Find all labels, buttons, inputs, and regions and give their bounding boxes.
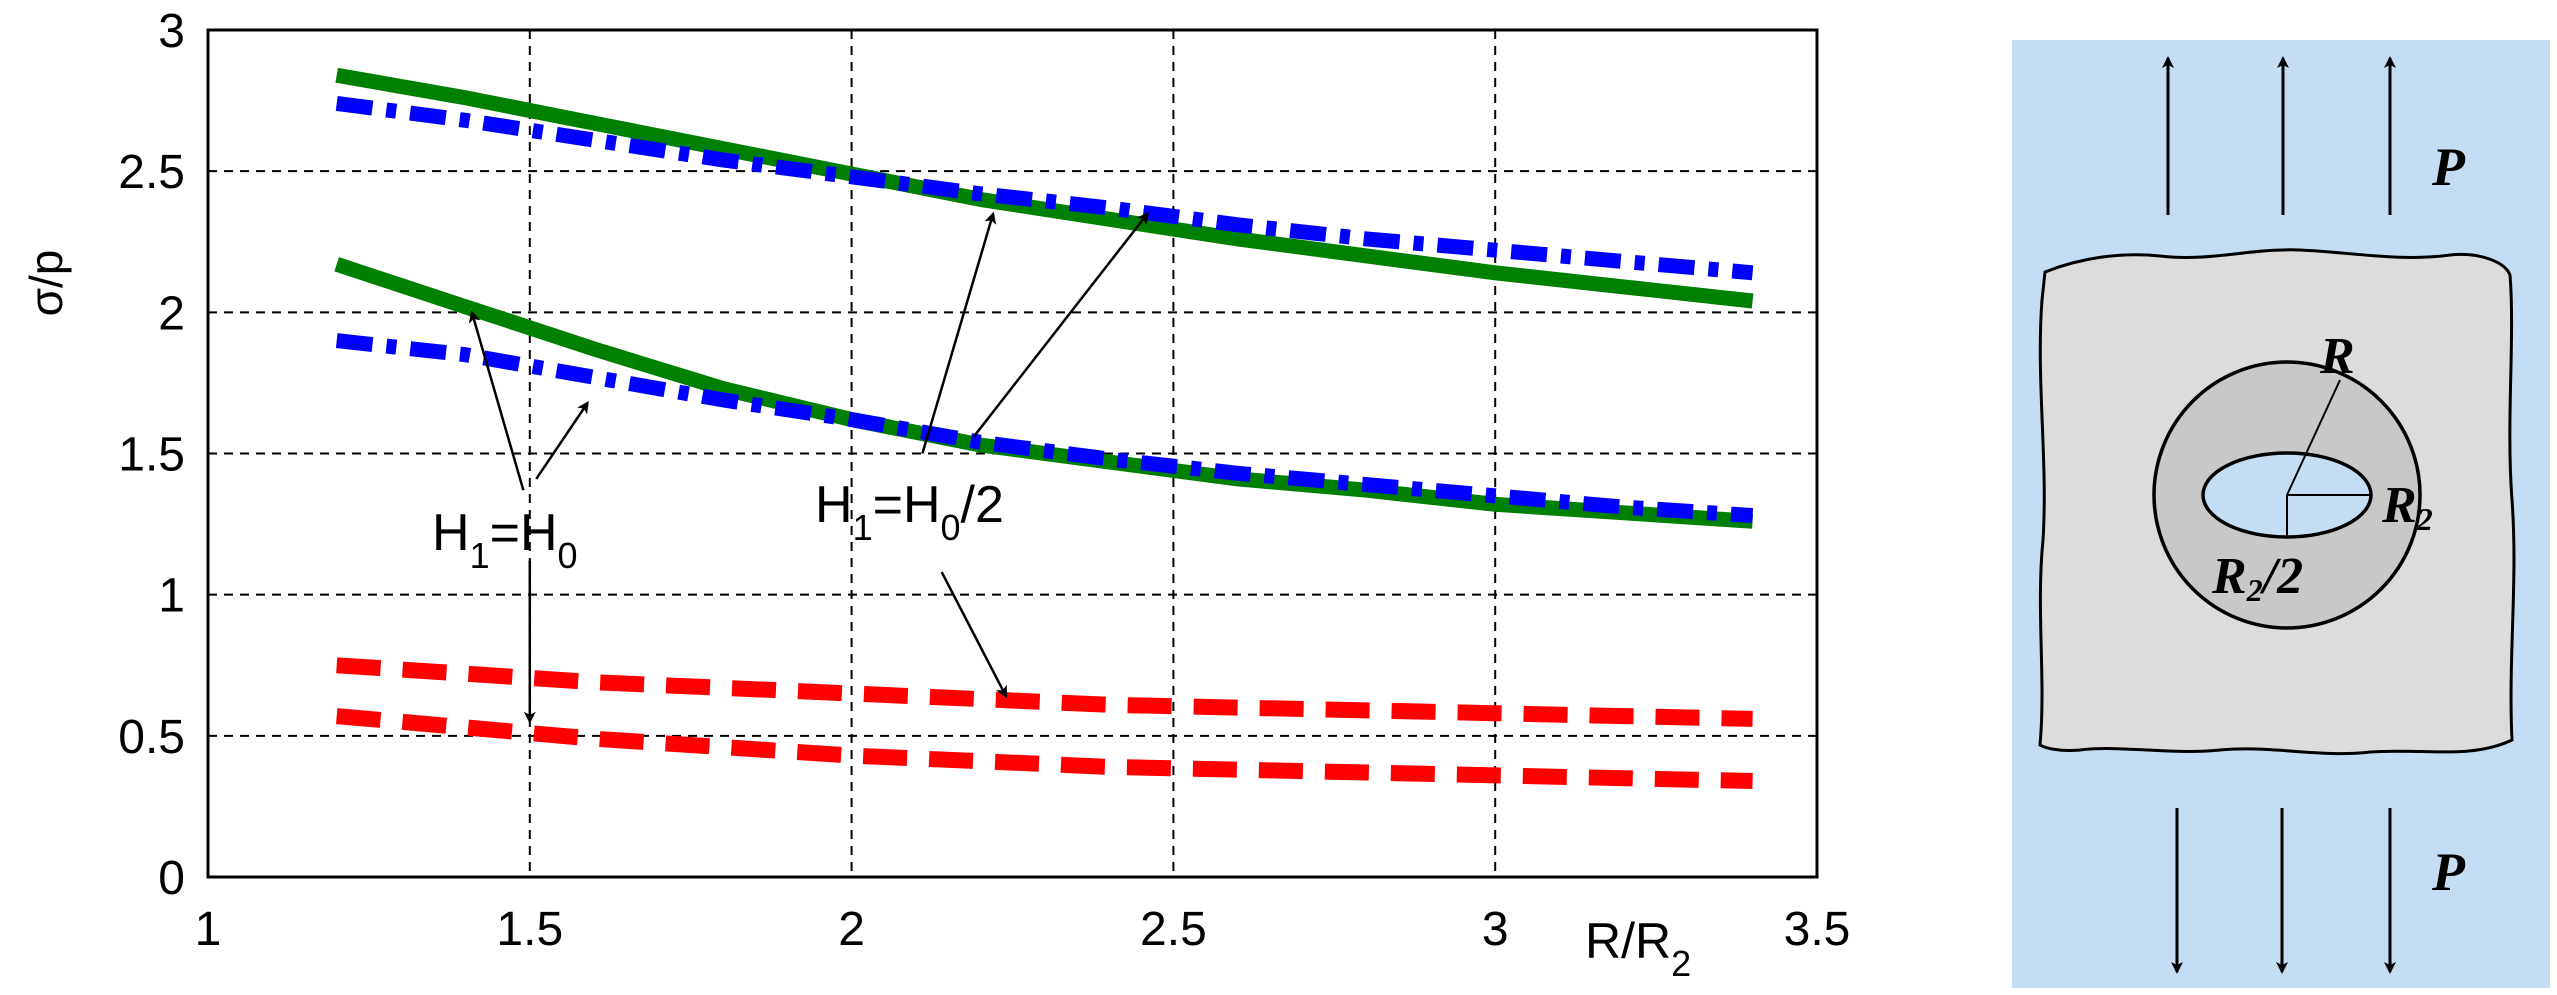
y-tick-label: 0 (158, 852, 185, 905)
annotation-arrow-4 (921, 211, 997, 454)
y-tick-label: 1 (158, 570, 185, 623)
half-radius-label-tail: /2 (2259, 548, 2303, 605)
outer-radius-label: R (2319, 328, 2355, 385)
annotation-arrow-1 (468, 310, 525, 491)
top-load-arrows (2162, 56, 2396, 215)
series-line-4 (335, 333, 1754, 524)
x-tick-labels: 1 1.5 2 2.5 3 3.5 (195, 903, 1851, 956)
bottom-load-label: P (2431, 842, 2466, 902)
y-axis-label: σ/p (20, 250, 72, 317)
y-tick-label: 2.5 (118, 146, 185, 199)
half-radius-label: R2/2 (2211, 548, 2303, 608)
y-tick-labels: 0 0.5 1 1.5 2 2.5 3 (118, 5, 185, 905)
bottom-load-arrows (2171, 808, 2396, 974)
annotation-2-mid: =H (873, 476, 941, 534)
half-radius-label-main: R (2211, 548, 2247, 605)
y-tick-label: 1.5 (118, 429, 185, 482)
series-line-5 (336, 657, 1753, 727)
x-tick-label: 2 (838, 903, 865, 956)
inner-radius-label-main: R (2381, 477, 2417, 534)
y-tick-label: 2 (158, 287, 185, 340)
top-load-label: P (2431, 137, 2466, 197)
series-line-2 (335, 95, 1754, 281)
annotation-arrow-2 (535, 401, 589, 480)
x-tick-label: 1.5 (496, 903, 563, 956)
x-tick-label: 3.5 (1784, 903, 1851, 956)
series-line-3 (334, 257, 1754, 529)
x-axis-label: R/R2 (1585, 913, 1691, 984)
y-tick-label: 0.5 (118, 711, 185, 764)
annotation-1-sub2: 0 (558, 535, 578, 576)
annotation-2-tail: /2 (961, 476, 1004, 534)
inner-radius-label-sub: 2 (2416, 501, 2433, 537)
annotation-2-sub2: 0 (941, 507, 961, 548)
x-tick-label: 2.5 (1140, 903, 1207, 956)
x-axis-label-main: R/R (1585, 913, 1671, 969)
x-tick-label: 3 (1482, 903, 1509, 956)
half-radius-label-sub: 2 (2246, 572, 2263, 608)
annotation-2-base: H (815, 476, 853, 534)
outer-radius-line (2286, 379, 2341, 496)
x-axis-label-sub: 2 (1671, 943, 1691, 984)
series-line-6 (336, 708, 1753, 789)
annotation-h1-eq-h0-half: H1=H0/2 (815, 476, 1004, 548)
y-tick-label: 3 (158, 5, 185, 58)
annotation-1-sub1: 1 (470, 535, 490, 576)
chart: 1 1.5 2 2.5 3 3.5 00.511.522.53 σ/p R/R2 H1=H… (20, 5, 1850, 984)
series-layer (334, 67, 1754, 789)
plot-frame (206, 28, 1819, 879)
radius-lines (2286, 379, 2371, 537)
x-tick-label: 1 (195, 903, 222, 956)
annotation-arrows (468, 211, 1149, 724)
annotation-arrow-5 (972, 211, 1149, 438)
annotation-1-base: H (432, 504, 470, 562)
annotation-arrow-6 (940, 571, 1008, 699)
annotation-2-sub1: 1 (853, 507, 873, 548)
inner-radius-label: R2 (2381, 477, 2433, 537)
series-line-1 (335, 67, 1754, 309)
annotation-h1-eq-h0: H1=H0 (432, 504, 578, 576)
annotation-1-mid: =H (490, 504, 558, 562)
plate-diagram: P R R2 R2/2 P (2012, 40, 2550, 988)
